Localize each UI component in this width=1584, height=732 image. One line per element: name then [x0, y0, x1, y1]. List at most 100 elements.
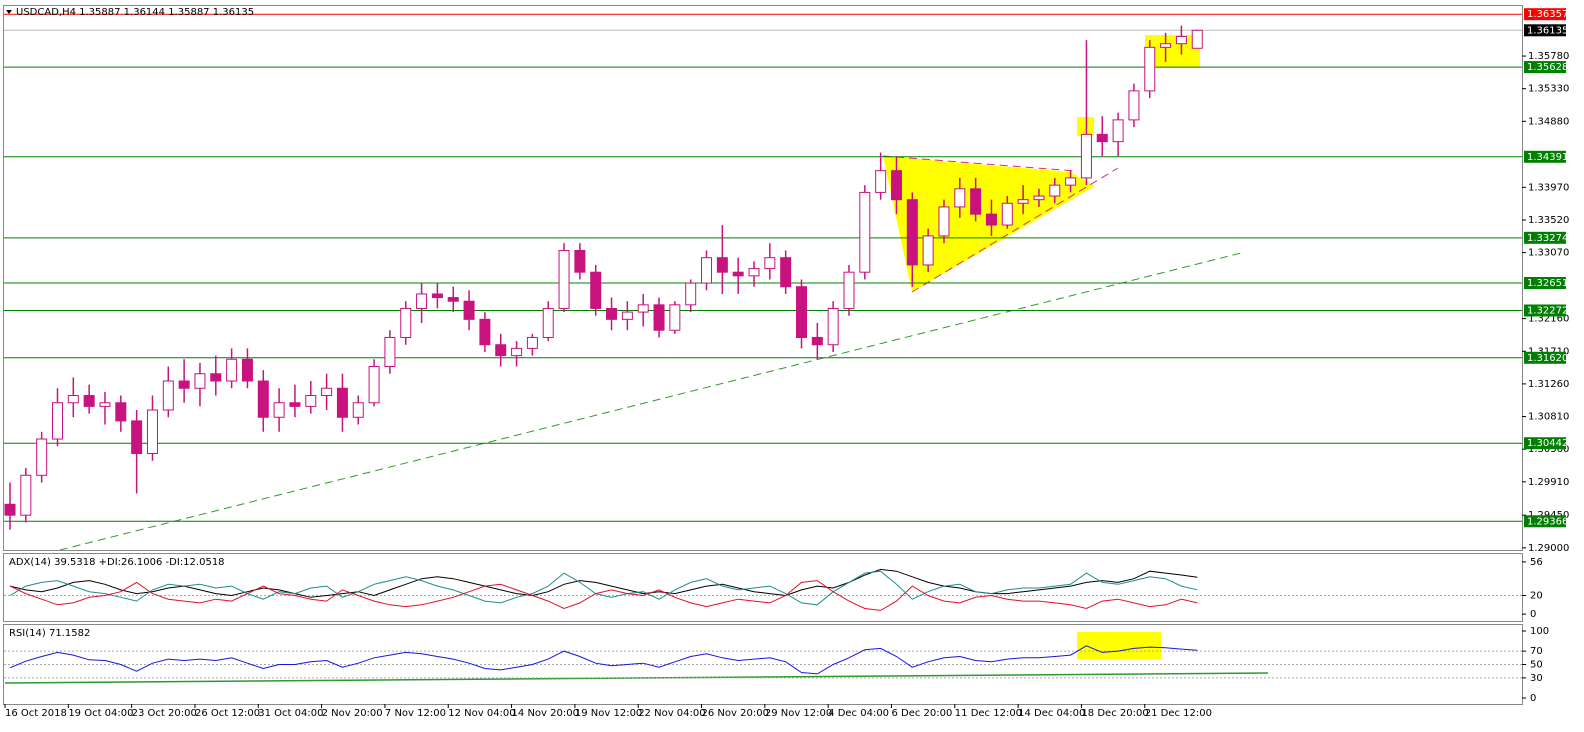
y-tick-label: 50 [1530, 660, 1543, 671]
candle-body [938, 206, 950, 237]
x-tick-label: 2 Nov 20:00 [322, 708, 383, 719]
candle-body [1128, 90, 1140, 121]
candle-body [273, 402, 285, 418]
candle-body [1080, 133, 1092, 179]
level-tag [1524, 8, 1566, 21]
x-tick-label: 12 Nov 04:00 [448, 708, 515, 719]
triangle-bottom-line [911, 167, 1119, 293]
x-tick-label: 14 Dec 04:00 [1018, 708, 1085, 719]
candle-body [400, 307, 412, 338]
y-tick-label: 1.31260 [1528, 379, 1569, 390]
candle-body [701, 257, 713, 284]
level-label: 1.36357 [1527, 9, 1568, 20]
candle-body [685, 282, 697, 306]
candle-body [796, 286, 807, 338]
candle-body [257, 380, 269, 418]
candle-body [1049, 184, 1061, 197]
candle-body [210, 373, 222, 382]
indicator-line [9, 645, 1198, 675]
y-tick-label: 0 [1530, 609, 1536, 620]
candle-body [511, 347, 523, 357]
candle-body [83, 395, 95, 407]
candle-body [653, 304, 665, 331]
candle-body [289, 402, 301, 407]
level-label: 1.33274 [1527, 233, 1568, 244]
level-label: 1.32651 [1527, 278, 1568, 289]
level-tag [1524, 304, 1566, 317]
candle-body [67, 395, 79, 404]
menu-arrow[interactable] [6, 10, 12, 14]
level-tag [1524, 150, 1566, 163]
candle-body [384, 336, 396, 367]
x-tick-label: 14 Nov 20:00 [512, 708, 579, 719]
candle-body [875, 170, 887, 193]
x-tick-label: 11 Dec 12:00 [955, 708, 1022, 719]
y-tick-label: 1.35330 [1528, 84, 1569, 95]
level-label: 1.29366 [1527, 516, 1568, 527]
candle-body [780, 257, 792, 288]
candle-body [131, 420, 143, 455]
x-tick-label: 22 Nov 04:00 [638, 708, 705, 719]
x-tick-label: 23 Oct 20:00 [132, 708, 197, 719]
candle-body [859, 191, 871, 273]
rsi-title: RSI(14) 71.1582 [9, 628, 90, 639]
candle-body [178, 380, 190, 389]
candle-body [4, 503, 16, 516]
candles [4, 25, 1203, 530]
level-label: 1.35628 [1527, 62, 1568, 73]
candle-body [226, 358, 238, 382]
y-tick-label: 100 [1530, 626, 1549, 637]
level-tag [1524, 437, 1566, 450]
candle-body [352, 402, 364, 418]
candle-body [51, 402, 63, 440]
y-tick-label: 1.33520 [1528, 215, 1569, 226]
level-label: 1.32272 [1527, 305, 1568, 316]
y-tick-label: 1.29000 [1528, 543, 1569, 554]
candle-body [162, 380, 174, 411]
candle-body [431, 293, 443, 299]
rsi-panel [3, 624, 1523, 705]
candle-body [526, 336, 538, 349]
candle-body [447, 297, 459, 302]
candle-body [922, 235, 934, 266]
level-tag [1524, 231, 1566, 244]
candle-body [843, 271, 855, 309]
candle-body [890, 170, 902, 201]
x-tick-label: 21 Dec 12:00 [1145, 708, 1212, 719]
annotations [4, 10, 1269, 684]
candle-body [827, 307, 839, 346]
x-tick-label: 29 Nov 12:00 [765, 708, 832, 719]
candle-body [985, 213, 997, 226]
y-tick-label: 1.34880 [1528, 116, 1569, 127]
level-label: 1.31620 [1527, 353, 1568, 364]
candle-body [970, 188, 982, 215]
adx-panel [3, 553, 1523, 622]
candle-body [479, 318, 491, 346]
candle-body [621, 311, 633, 320]
candle-body [1065, 177, 1077, 186]
candle-body [146, 409, 158, 455]
indicator-line [9, 568, 1198, 598]
x-tick-label: 6 Dec 20:00 [891, 708, 952, 719]
candle-body [1033, 195, 1045, 201]
candle-body [1096, 133, 1108, 143]
candle-body [637, 304, 649, 313]
level-label: 1.30442 [1527, 438, 1568, 449]
candle-body [669, 304, 681, 331]
candle-body [305, 395, 317, 407]
x-tick-label: 19 Oct 04:00 [68, 708, 133, 719]
x-tick-label: 7 Nov 12:00 [385, 708, 446, 719]
candle-body [1191, 29, 1203, 49]
y-tick-label: 1.35780 [1528, 51, 1569, 62]
x-tick-label: 31 Oct 04:00 [258, 708, 323, 719]
x-tick-label: 4 Dec 04:00 [828, 708, 889, 719]
level-tag [1524, 515, 1566, 528]
level-tag [1524, 351, 1566, 364]
candle-body [336, 387, 348, 418]
last-price-label: 1.36135 [1527, 25, 1568, 36]
candle-body [36, 438, 48, 476]
y-tick-label: 70 [1530, 646, 1543, 657]
y-tick-label: 1.29910 [1528, 477, 1569, 488]
y-tick-label: 1.30810 [1528, 412, 1569, 423]
